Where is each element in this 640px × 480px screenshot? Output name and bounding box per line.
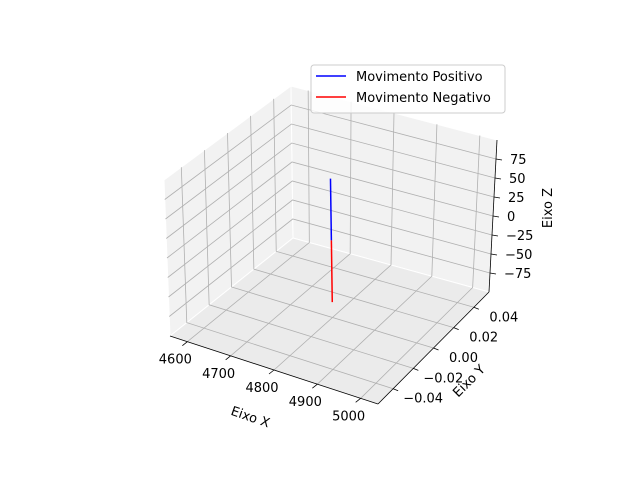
y-tick xyxy=(473,306,480,310)
z-axis-label: Eixo Z xyxy=(541,188,556,228)
x-tick-label: 5000 xyxy=(332,409,365,424)
x-axis-label: Eixo X xyxy=(229,404,272,431)
x-tick xyxy=(312,383,318,389)
grid-line-z xyxy=(167,180,493,278)
grid-line-y xyxy=(273,98,474,308)
legend: Movimento Positivo Movimento Negativo xyxy=(310,64,506,114)
x-tick xyxy=(355,398,361,403)
y-tick xyxy=(392,388,399,392)
grid-line-x xyxy=(273,112,395,371)
x-tick-label: 4700 xyxy=(202,367,235,382)
grid-line-y xyxy=(180,167,394,390)
x-tick-label: 4900 xyxy=(289,395,322,410)
grid-line-y xyxy=(227,132,434,349)
grid-line-y xyxy=(250,115,454,329)
z-tick xyxy=(490,253,498,256)
z-tick-label: −50 xyxy=(505,248,532,263)
z-tick xyxy=(495,158,503,161)
z-tick-label: −75 xyxy=(504,267,531,282)
z-tick-label: 25 xyxy=(508,191,525,206)
grid-line-z xyxy=(165,123,496,220)
grid-line-z xyxy=(164,104,497,200)
grid-line-z xyxy=(166,161,494,259)
z-tick-label: 75 xyxy=(510,153,527,168)
x-tick xyxy=(225,355,231,361)
grid-line-y xyxy=(204,150,414,369)
grid-line-x xyxy=(360,135,481,399)
grid-lines xyxy=(164,90,497,399)
z-tick-label: −25 xyxy=(506,229,533,244)
z-tick xyxy=(492,215,500,218)
y-tick-label: 0.02 xyxy=(469,331,498,346)
z-tick xyxy=(489,272,497,275)
x-tick-label: 4600 xyxy=(159,353,192,368)
legend-frame xyxy=(310,64,506,114)
legend-label-positive: Movimento Positivo xyxy=(356,70,483,85)
grid-line-x xyxy=(230,101,352,357)
x-tick-label: 4800 xyxy=(245,381,278,396)
data-series xyxy=(329,178,334,303)
grid-line-z xyxy=(166,142,495,239)
grid-line-x xyxy=(317,124,438,385)
axis-ticks: 4600 4700 4800 4900 5000 −0.04 −0.02 0.00 0.02 0.… xyxy=(159,153,534,424)
y-tick-label: 0.04 xyxy=(489,310,518,325)
series-line-1 xyxy=(330,240,334,303)
y-tick-label: −0.04 xyxy=(403,392,443,407)
grid-line-x xyxy=(187,90,310,342)
y-tick-label: −0.02 xyxy=(423,371,463,386)
z-tick xyxy=(493,196,501,199)
y-tick-label: 0.00 xyxy=(449,351,478,366)
z-tick-label: 0 xyxy=(507,210,515,225)
z-tick-label: 50 xyxy=(509,172,526,187)
grid-line-z xyxy=(169,218,491,317)
z-tick xyxy=(491,234,499,237)
x-tick xyxy=(182,341,188,346)
legend-label-negative: Movimento Negativo xyxy=(356,91,491,106)
grid-line-z xyxy=(168,199,492,298)
y-tick xyxy=(413,367,419,371)
y-tick xyxy=(453,327,459,331)
series-line-0 xyxy=(329,178,333,241)
y-tick xyxy=(433,347,439,351)
x-tick xyxy=(268,369,275,375)
z-tick xyxy=(494,177,502,180)
